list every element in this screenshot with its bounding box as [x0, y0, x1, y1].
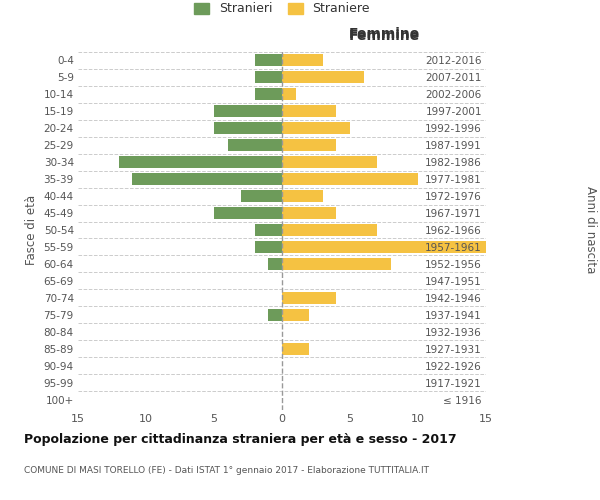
- Bar: [255, 71, 282, 83]
- Bar: [282, 139, 337, 151]
- Y-axis label: Fasce di età: Fasce di età: [25, 195, 38, 265]
- Bar: [282, 241, 486, 253]
- Bar: [282, 309, 309, 321]
- Bar: [282, 173, 418, 185]
- Bar: [255, 241, 282, 253]
- Bar: [282, 105, 337, 117]
- Legend: Stranieri, Straniere: Stranieri, Straniere: [190, 0, 374, 19]
- Bar: [282, 122, 350, 134]
- Bar: [282, 88, 296, 100]
- Bar: [282, 156, 377, 168]
- Bar: [282, 71, 364, 83]
- Text: COMUNE DI MASI TORELLO (FE) - Dati ISTAT 1° gennaio 2017 - Elaborazione TUTTITAL: COMUNE DI MASI TORELLO (FE) - Dati ISTAT…: [24, 466, 429, 475]
- Bar: [282, 224, 377, 236]
- Bar: [214, 122, 282, 134]
- Bar: [227, 139, 282, 151]
- Bar: [268, 309, 282, 321]
- Bar: [268, 258, 282, 270]
- Bar: [282, 190, 323, 202]
- Text: Popolazione per cittadinanza straniera per età e sesso - 2017: Popolazione per cittadinanza straniera p…: [24, 432, 457, 446]
- Bar: [282, 258, 391, 270]
- Bar: [282, 292, 337, 304]
- Bar: [214, 207, 282, 219]
- Bar: [282, 54, 323, 66]
- Bar: [214, 105, 282, 117]
- Text: Femmine: Femmine: [349, 27, 419, 41]
- Bar: [282, 207, 337, 219]
- Bar: [255, 224, 282, 236]
- Bar: [282, 343, 309, 355]
- Bar: [255, 54, 282, 66]
- Bar: [133, 173, 282, 185]
- Bar: [255, 88, 282, 100]
- Text: Femmine: Femmine: [349, 29, 419, 43]
- Bar: [241, 190, 282, 202]
- Bar: [119, 156, 282, 168]
- Text: Anni di nascita: Anni di nascita: [584, 186, 597, 274]
